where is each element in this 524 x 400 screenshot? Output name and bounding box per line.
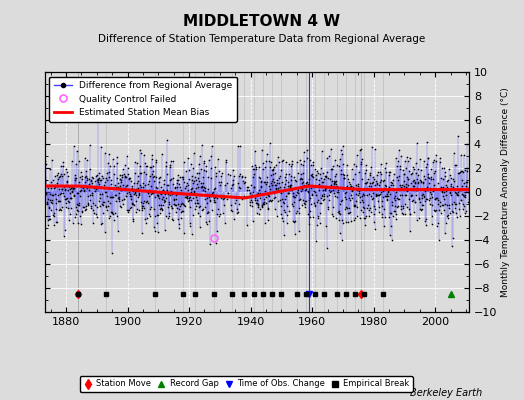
Text: Difference of Station Temperature Data from Regional Average: Difference of Station Temperature Data f… — [99, 34, 425, 44]
Y-axis label: Monthly Temperature Anomaly Difference (°C): Monthly Temperature Anomaly Difference (… — [501, 87, 510, 297]
Text: Berkeley Earth: Berkeley Earth — [410, 388, 482, 398]
Text: MIDDLETOWN 4 W: MIDDLETOWN 4 W — [183, 14, 341, 29]
Legend: Station Move, Record Gap, Time of Obs. Change, Empirical Break: Station Move, Record Gap, Time of Obs. C… — [80, 376, 413, 392]
Legend: Difference from Regional Average, Quality Control Failed, Estimated Station Mean: Difference from Regional Average, Qualit… — [49, 76, 237, 122]
